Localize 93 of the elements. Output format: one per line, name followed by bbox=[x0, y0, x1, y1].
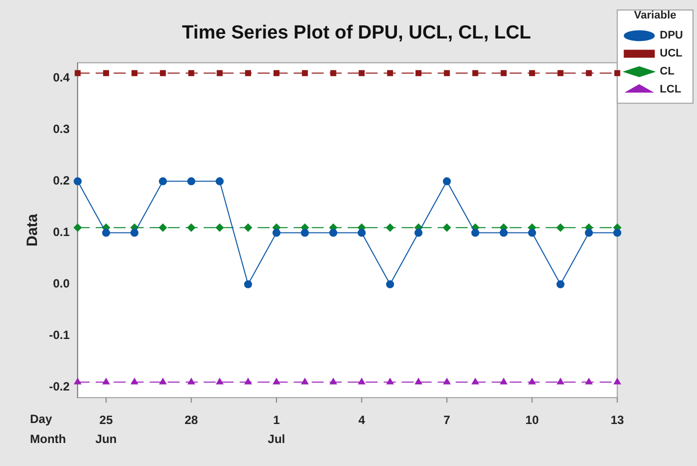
point bbox=[330, 70, 336, 76]
y-tick-label: 0.1 bbox=[52, 225, 70, 240]
point bbox=[132, 70, 138, 76]
point bbox=[472, 70, 478, 76]
point bbox=[528, 228, 536, 237]
text: Jul bbox=[268, 432, 286, 446]
x-tick-label: 1 bbox=[273, 413, 280, 428]
y-tick-label: 0.3 bbox=[52, 122, 70, 136]
point bbox=[158, 224, 167, 232]
y-tick-label: -0.1 bbox=[48, 328, 70, 342]
point bbox=[500, 70, 507, 76]
legend-label: CL bbox=[660, 66, 675, 78]
point bbox=[216, 177, 224, 186]
point bbox=[102, 228, 110, 237]
point bbox=[330, 378, 337, 384]
point bbox=[358, 228, 366, 237]
point bbox=[74, 224, 82, 232]
text: Month bbox=[30, 432, 66, 446]
x-tick-label: 10 bbox=[525, 413, 540, 428]
point bbox=[471, 228, 480, 237]
point bbox=[130, 378, 138, 384]
point bbox=[556, 280, 564, 288]
y-tick-label: 0.0 bbox=[52, 276, 70, 291]
point bbox=[130, 228, 138, 237]
point bbox=[443, 378, 450, 384]
point bbox=[300, 228, 309, 237]
point bbox=[472, 378, 479, 384]
point bbox=[187, 177, 196, 186]
y-tick-label: -0.2 bbox=[48, 380, 70, 394]
point bbox=[216, 378, 224, 384]
point bbox=[103, 70, 110, 76]
point bbox=[414, 378, 422, 384]
point bbox=[274, 70, 280, 76]
point bbox=[74, 177, 82, 186]
chart-title: Time Series Plot of DPU, UCL, CL, LCL bbox=[182, 22, 532, 44]
point bbox=[74, 378, 82, 384]
point bbox=[244, 378, 252, 384]
point bbox=[585, 378, 592, 384]
point bbox=[74, 70, 81, 76]
point bbox=[442, 224, 451, 232]
point bbox=[216, 70, 223, 76]
legend-title: Variable bbox=[634, 10, 676, 22]
point bbox=[500, 228, 508, 237]
y-tick-label: 0.4 bbox=[52, 70, 70, 85]
point bbox=[329, 228, 338, 237]
point bbox=[302, 70, 308, 76]
point bbox=[358, 378, 366, 384]
point bbox=[500, 378, 508, 384]
point bbox=[529, 70, 536, 76]
point bbox=[556, 378, 564, 384]
legend-label: DPU bbox=[660, 30, 684, 42]
point bbox=[188, 70, 194, 76]
point bbox=[614, 70, 620, 76]
y-axis-title: Data bbox=[24, 213, 42, 246]
point bbox=[386, 378, 394, 384]
x-tick-label: 13 bbox=[610, 413, 624, 428]
point bbox=[387, 70, 394, 76]
point bbox=[158, 177, 167, 186]
point bbox=[159, 378, 166, 384]
point bbox=[244, 280, 252, 288]
point bbox=[416, 70, 422, 76]
point bbox=[301, 378, 308, 384]
point bbox=[613, 228, 622, 237]
x-tick-label: 7 bbox=[444, 413, 451, 428]
legend-label: LCL bbox=[660, 84, 682, 96]
point bbox=[528, 378, 536, 384]
text: Jun bbox=[95, 432, 117, 446]
y-tick-label: 0.2 bbox=[52, 174, 70, 188]
point bbox=[160, 70, 166, 76]
point bbox=[358, 70, 365, 76]
point bbox=[586, 70, 592, 76]
point bbox=[272, 378, 280, 384]
point bbox=[272, 228, 280, 237]
point bbox=[187, 224, 196, 232]
point bbox=[444, 70, 450, 76]
x-tick-label: 25 bbox=[99, 413, 114, 428]
x-tick-label: 4 bbox=[358, 413, 366, 428]
point bbox=[188, 378, 195, 384]
x-tick-label: 28 bbox=[184, 413, 198, 428]
legend-label: UCL bbox=[660, 48, 683, 60]
point bbox=[244, 224, 252, 232]
point bbox=[558, 70, 564, 76]
text: Day bbox=[30, 412, 52, 426]
point bbox=[216, 224, 224, 232]
point bbox=[614, 378, 621, 384]
point bbox=[414, 228, 422, 237]
point bbox=[245, 70, 252, 76]
point bbox=[386, 280, 394, 288]
point bbox=[556, 224, 564, 232]
point bbox=[442, 177, 451, 186]
point bbox=[102, 378, 110, 384]
point bbox=[386, 224, 394, 232]
point bbox=[584, 228, 593, 237]
